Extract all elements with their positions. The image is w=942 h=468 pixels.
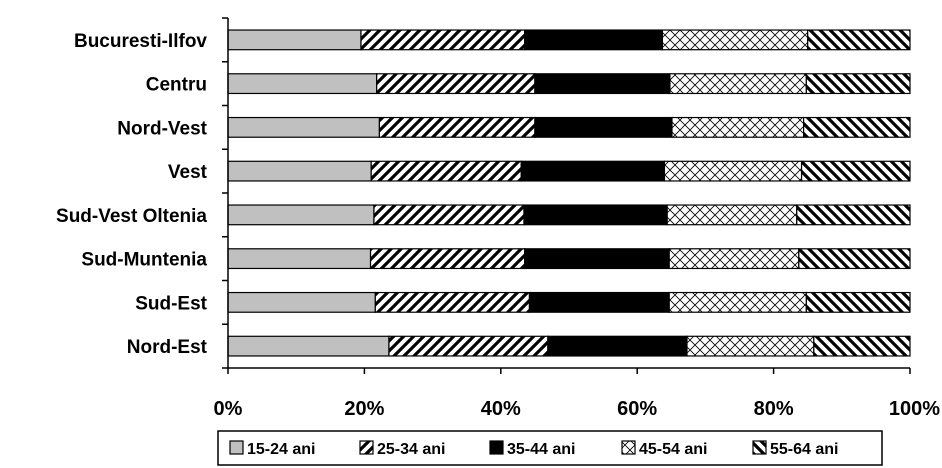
category-label: Nord-Vest [117, 118, 207, 139]
category-label: Centru [146, 75, 207, 96]
x-tick-label: 60% [617, 398, 657, 420]
category-label: Sud-Muntenia [81, 250, 207, 271]
legend-label: 55-64 ani [770, 441, 838, 458]
bar-segment [227, 291, 376, 313]
bar-segment [227, 160, 372, 182]
legend-frame [217, 430, 883, 466]
bar-segment [373, 204, 525, 226]
bar-segment [798, 248, 911, 270]
bar-segment [661, 29, 809, 51]
x-tick-label: 0% [214, 398, 243, 420]
legend-swatch [229, 440, 244, 455]
bar-segment [360, 29, 526, 51]
category-label: Vest [168, 162, 208, 183]
bar-segment [663, 160, 803, 182]
bars-group [227, 29, 911, 357]
bar-segment [370, 160, 522, 182]
axes-group [222, 17, 911, 374]
legend-swatch [621, 440, 636, 455]
legend-items: 15-24 ani 25-34 ani 35-44 ani 45-54 ani 55-6… [229, 440, 838, 458]
bar-segment [666, 204, 798, 226]
bar-segment [668, 291, 807, 313]
bar-segment [547, 335, 688, 357]
bar-segment [669, 73, 807, 95]
bar-segment [227, 335, 390, 357]
legend-label: 15-24 ani [247, 441, 315, 458]
bar-segment [534, 73, 671, 95]
bar-segment [369, 248, 526, 270]
x-tick-labels: 0% 20% 40% 60% 80% 100% [214, 398, 941, 420]
bar-segment [805, 291, 911, 313]
x-tick-label: 40% [481, 398, 521, 420]
category-label: Bucuresti-Ilfov [74, 31, 207, 52]
bar-segment [524, 29, 664, 51]
bar-segment [528, 291, 670, 313]
bar-segment [523, 204, 668, 226]
category-labels: Bucuresti-Ilfov Centru Nord-Vest Vest Sud-V… [56, 31, 208, 358]
x-tick-label: 80% [754, 398, 794, 420]
bar-segment [376, 73, 536, 95]
bar-segment [668, 248, 800, 270]
bar-segment [520, 160, 666, 182]
bar-segment [805, 73, 911, 95]
legend-label: 45-54 ani [639, 441, 707, 458]
legend-label: 35-44 ani [507, 441, 575, 458]
bar-segment [227, 29, 362, 51]
bar-segment [227, 204, 375, 226]
bar-segment [671, 116, 805, 138]
bar-segment [227, 116, 381, 138]
bar-segment [534, 116, 673, 138]
bar-segment [378, 116, 536, 138]
bar-segment [803, 116, 911, 138]
bar-segment [796, 204, 911, 226]
legend-swatch [489, 440, 504, 455]
x-tick-label: 100% [889, 398, 940, 420]
bar-segment [374, 291, 531, 313]
category-label: Nord-Est [127, 337, 208, 358]
bar-segment [227, 248, 372, 270]
legend-swatch [359, 440, 374, 455]
bar-segment [524, 248, 670, 270]
bar-segment [807, 29, 911, 51]
x-tick-label: 20% [344, 398, 384, 420]
bar-segment [813, 335, 911, 357]
bar-segment [686, 335, 815, 357]
legend: 15-24 ani 25-34 ani 35-44 ani 45-54 ani 55-6… [217, 430, 883, 466]
category-label: Sud-Vest Oltenia [56, 206, 207, 227]
bar-segment [800, 160, 911, 182]
legend-label: 25-34 ani [377, 441, 445, 458]
legend-swatch [752, 440, 767, 455]
bar-segment [227, 73, 378, 95]
bar-segment [388, 335, 549, 357]
category-label: Sud-Est [135, 293, 207, 314]
